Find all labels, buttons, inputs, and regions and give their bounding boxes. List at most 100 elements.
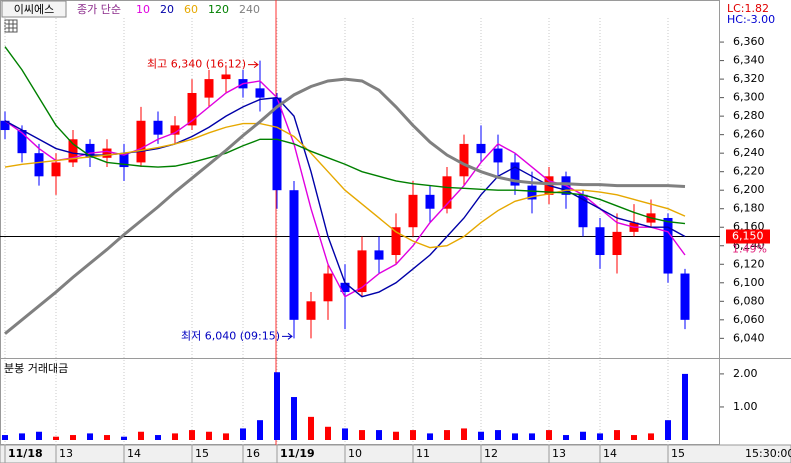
volume-bar (206, 431, 212, 440)
volume-bar (529, 433, 535, 440)
candle-body (442, 176, 452, 209)
grid-icon[interactable] (4, 19, 18, 33)
candle-body (425, 194, 435, 209)
candle-body (136, 120, 146, 163)
candle-body (595, 227, 605, 256)
ma-line (4, 46, 686, 225)
current-price-tag (726, 229, 770, 244)
volume-bar (172, 433, 178, 440)
candle-body (374, 250, 384, 260)
low-annotation: 최저 6,040 (09:15) (181, 329, 280, 342)
volume-bar (291, 397, 297, 440)
volume-bar (563, 435, 569, 440)
ma-line (4, 122, 686, 249)
ma-legend: 120 (208, 3, 229, 16)
time-axis-bar (0, 444, 791, 463)
time-label: 15:30:00 (745, 447, 791, 460)
volume-bar (53, 436, 59, 440)
y-tick-label: 6,340 (733, 54, 765, 67)
x-tick-label: 12 (484, 447, 498, 460)
candle-body (391, 227, 401, 256)
y-tick-label: 6,360 (733, 35, 765, 48)
candle-body (102, 148, 112, 158)
volume-bar (359, 430, 365, 440)
candle-body (510, 162, 520, 186)
volume-bar (308, 416, 314, 440)
candle-body (476, 143, 486, 154)
candle-body (0, 120, 10, 131)
volume-bar (36, 431, 42, 440)
ma-legend: 60 (184, 3, 198, 16)
volume-bar (631, 435, 637, 440)
candle-body (340, 282, 350, 293)
candle-body (119, 153, 129, 168)
volume-bar (121, 436, 127, 440)
volume-bar (648, 433, 654, 440)
x-tick-label: 16 (246, 447, 260, 460)
x-tick-label: 15 (671, 447, 685, 460)
x-tick-label: 14 (127, 447, 141, 460)
volume-bar (580, 431, 586, 440)
candle-body (51, 162, 61, 177)
y-tick-label: 6,080 (733, 294, 765, 307)
candle-body (408, 194, 418, 228)
y-tick-label: 6,060 (733, 313, 765, 326)
y-tick-label: 6,100 (733, 276, 765, 289)
ma-legend: 20 (160, 3, 174, 16)
volume-bar (444, 430, 450, 440)
volume-bar (274, 372, 280, 440)
candle-body (459, 143, 469, 177)
candle-body (17, 130, 27, 154)
candle-body (34, 153, 44, 177)
volume-bar (325, 426, 331, 440)
candle-body (663, 217, 673, 274)
candle-body (187, 92, 197, 126)
x-tick-label: 11/19 (280, 447, 315, 460)
candle-body (612, 231, 622, 256)
volume-bar (410, 430, 416, 440)
candle-body (527, 185, 537, 200)
candle-body (493, 148, 503, 163)
volume-bar (257, 420, 263, 440)
x-tick-label: 13 (552, 447, 566, 460)
candle-body (306, 301, 316, 320)
volume-bar (240, 428, 246, 440)
volume-bar (427, 433, 433, 440)
volume-bar (512, 433, 518, 440)
high-arrow (248, 61, 259, 68)
candle-body (289, 190, 299, 320)
hc-label: HC:-3.00 (727, 13, 775, 26)
volume-bar (546, 430, 552, 440)
volume-bar (461, 428, 467, 440)
candle-body (85, 143, 95, 158)
volume-title: 분봉 거래대금 (4, 362, 68, 375)
candle-body (255, 88, 265, 98)
ma-label: 종가 단순 (77, 3, 121, 16)
volume-bar (342, 428, 348, 440)
y-tick-label: 2.00 (733, 367, 758, 380)
y-tick-label: 6,200 (733, 183, 765, 196)
stock-name[interactable]: 이씨에스 (14, 3, 54, 16)
x-tick-label: 11 (416, 447, 430, 460)
y-tick-label: 6,280 (733, 109, 765, 122)
y-tick-label: 6,220 (733, 165, 765, 178)
volume-bar (2, 435, 8, 440)
low-arrow (282, 332, 293, 340)
volume-bar (70, 435, 76, 440)
volume-bar (665, 420, 671, 440)
candle-body (680, 273, 690, 320)
x-tick-label: 14 (603, 447, 617, 460)
ma-legend: 10 (136, 3, 150, 16)
stock-name-box[interactable] (1, 0, 67, 18)
x-tick-label: 15 (195, 447, 209, 460)
candle-body (153, 120, 163, 135)
volume-bar (614, 430, 620, 440)
volume-bar (138, 431, 144, 440)
candle-body (578, 194, 588, 228)
volume-bar (495, 430, 501, 440)
ma-legend: 240 (239, 3, 260, 16)
x-tick-label: 11/18 (8, 447, 43, 460)
volume-bar (155, 435, 161, 440)
